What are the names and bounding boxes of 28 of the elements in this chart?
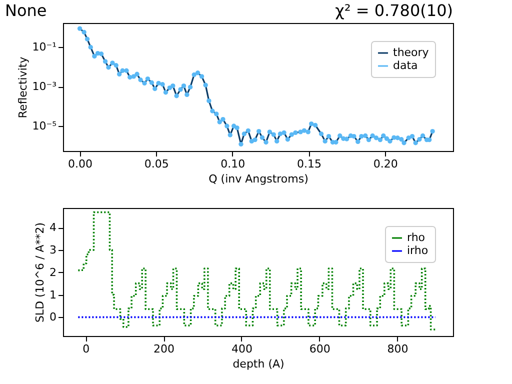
- x-tick-label: 600: [309, 342, 330, 356]
- y-tick-label: 1: [50, 288, 56, 302]
- legend-label: irho: [407, 244, 428, 257]
- y-axis-title: SLD (10^6 / A**2): [34, 222, 46, 323]
- x-axis-title: Q (inv Angstroms): [208, 172, 308, 186]
- x-tick-label: 0: [82, 342, 90, 356]
- y-tick-label: 10⁻¹: [32, 40, 56, 54]
- y-tick-label: 0: [50, 310, 56, 324]
- y-tick-label: 4: [50, 221, 56, 234]
- legend-label: rho: [407, 231, 426, 244]
- y-tick-label: 2: [50, 266, 56, 279]
- x-axis-title: depth (A): [232, 358, 284, 370]
- y-tick-label: 10⁻⁵: [32, 120, 56, 133]
- x-tick-label: 800: [387, 342, 408, 356]
- x-tick-label: 0.10: [220, 158, 246, 170]
- x-tick-label: 400: [231, 342, 252, 356]
- y-tick-label: 10⁻³: [32, 80, 56, 94]
- legend-label: data: [393, 59, 418, 72]
- x-tick-label: 200: [154, 342, 175, 356]
- legend-label: theory: [393, 46, 430, 59]
- x-tick-label: 0.00: [68, 158, 93, 170]
- chart-title: None: [5, 1, 47, 20]
- y-tick-label: 3: [50, 243, 56, 256]
- x-tick-label: 0.05: [144, 158, 169, 170]
- x-tick-label: 0.20: [373, 158, 398, 170]
- x-tick-label: 0.15: [297, 158, 322, 170]
- y-axis-title: Reflectivity: [16, 56, 30, 118]
- text: χ² = 0.780(10): [335, 1, 453, 20]
